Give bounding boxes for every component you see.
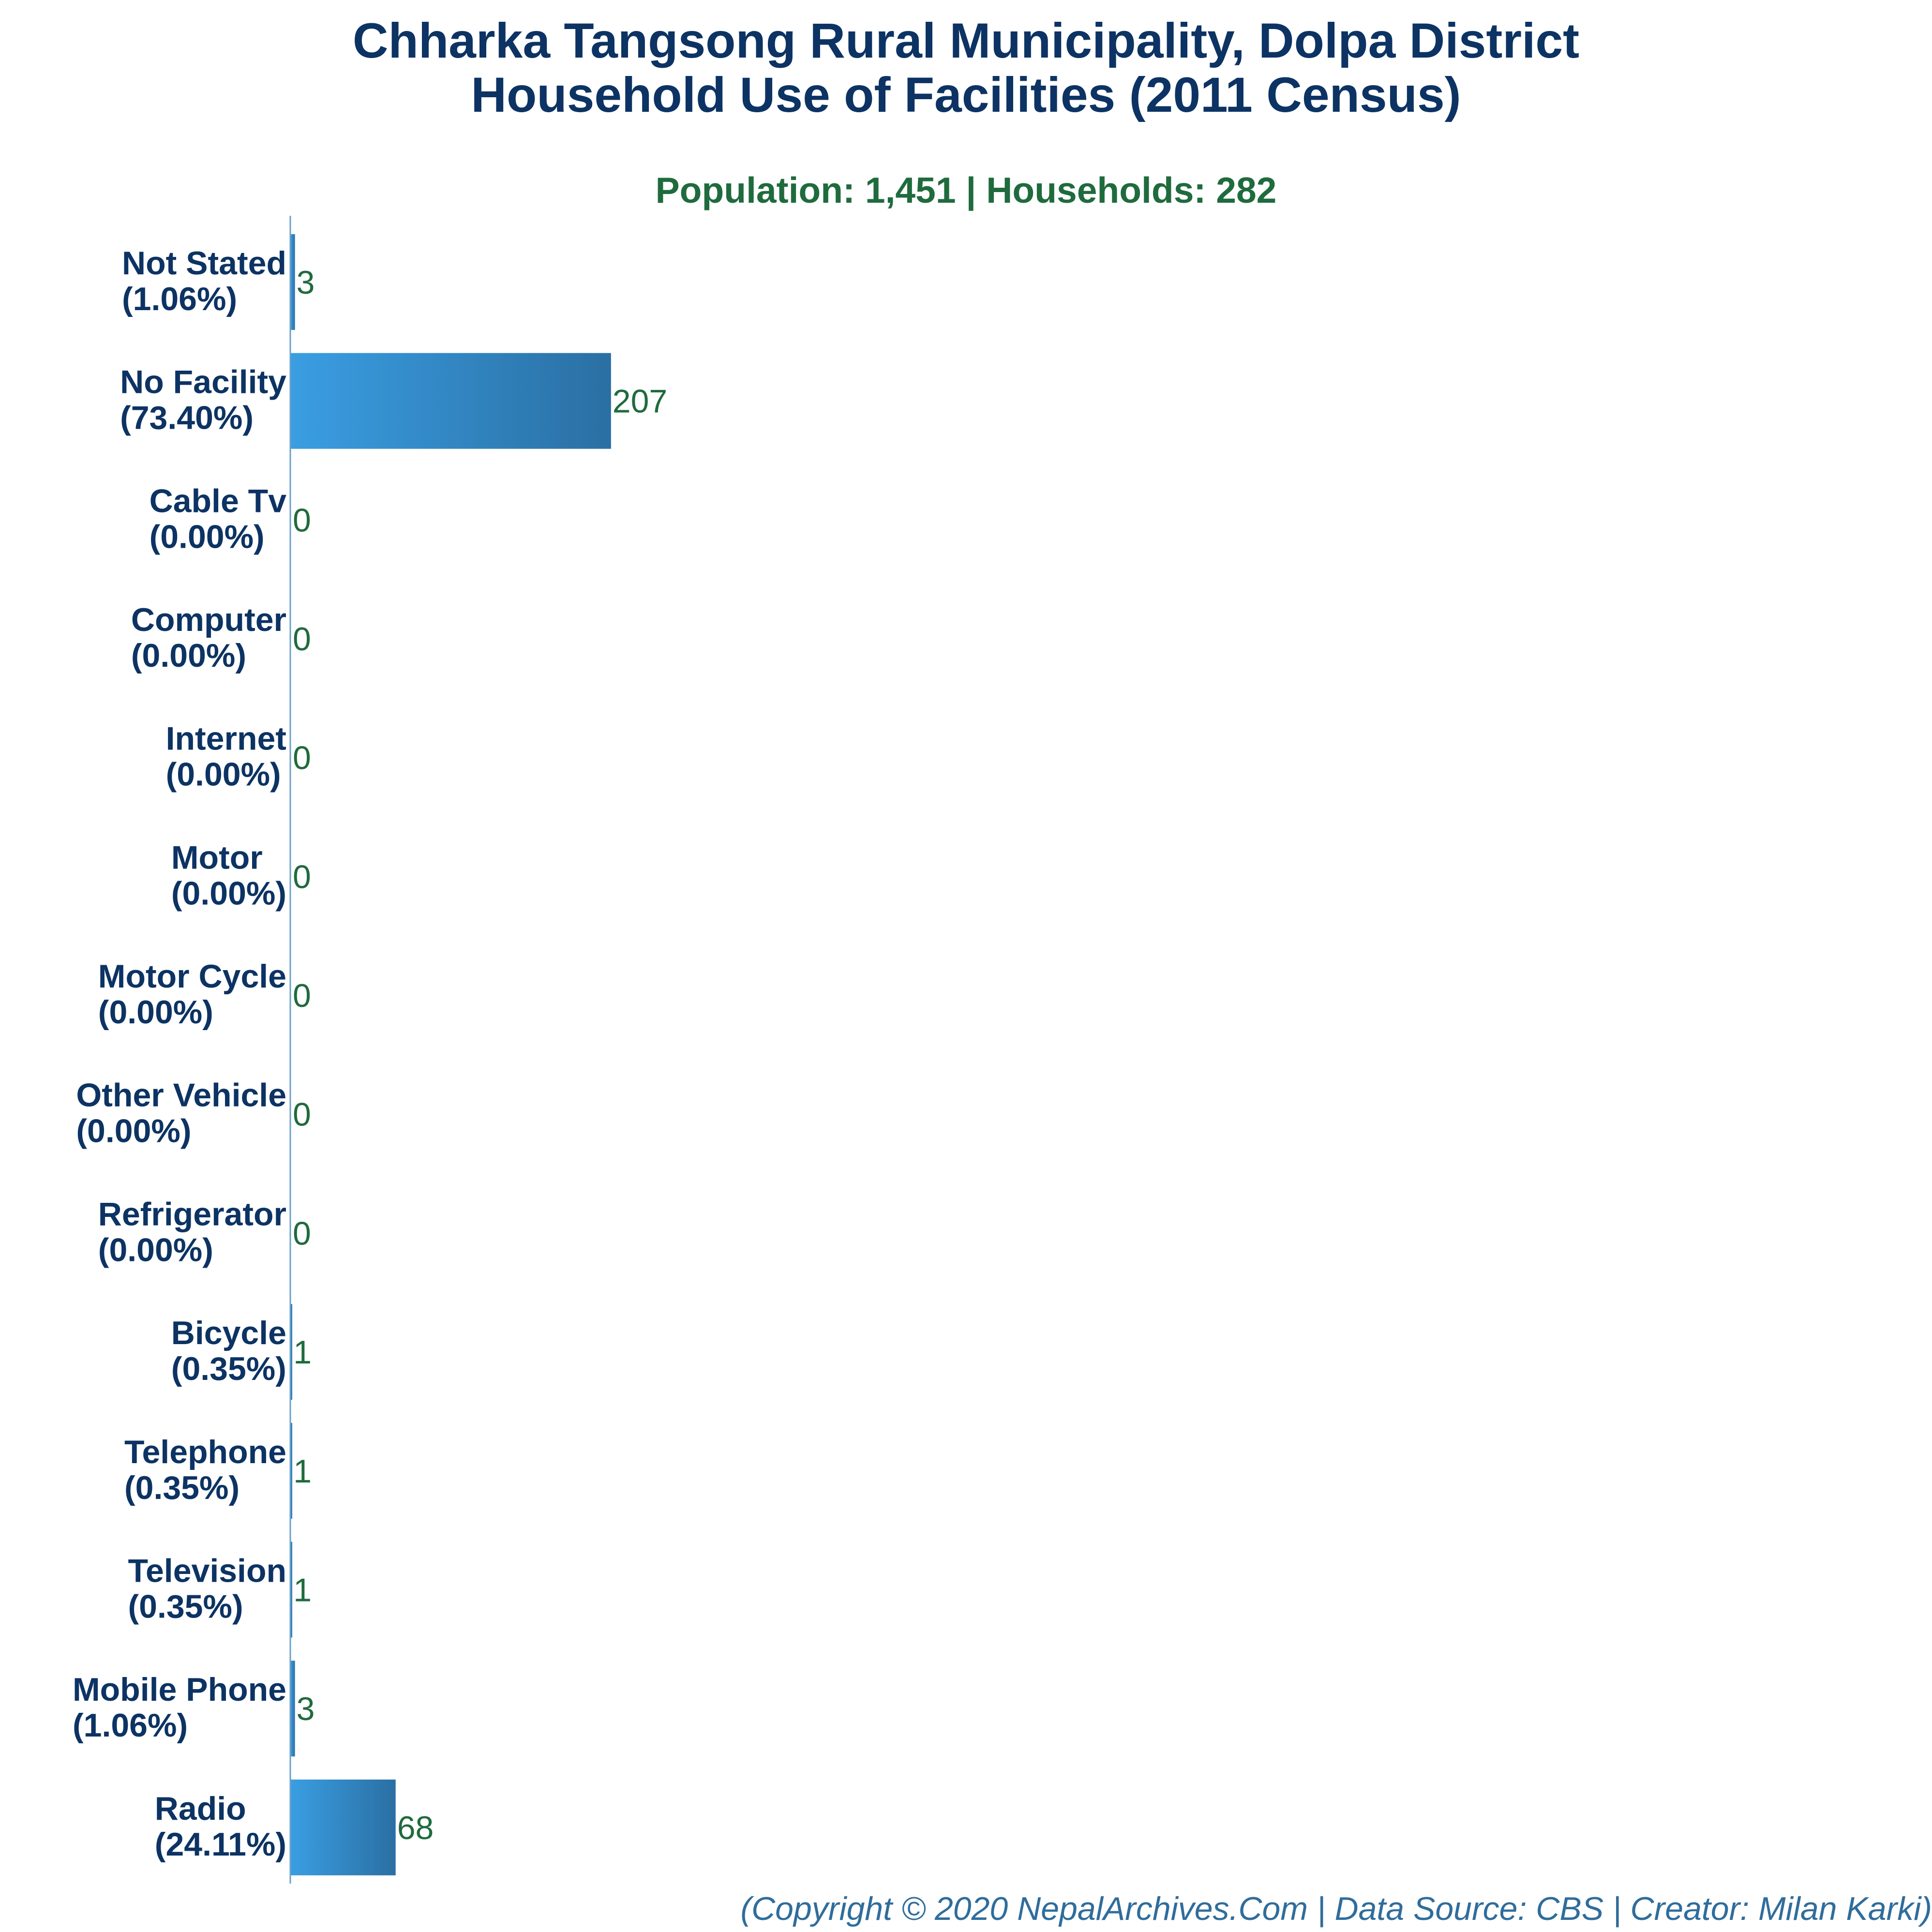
value-label-radio: 68	[397, 1810, 434, 1846]
percent-label-telephone: (0.35%)	[124, 1469, 240, 1506]
value-label-computer: 0	[293, 621, 311, 658]
category-label-other-vehicle: Other Vehicle	[76, 1077, 286, 1114]
chart-title: Chharka Tangsong Rural Municipality, Dol…	[0, 14, 1932, 122]
percent-label-no-facility: (73.40%)	[120, 400, 254, 436]
percent-label-motor: (0.00%)	[171, 875, 286, 912]
category-label-television: Television	[128, 1553, 287, 1589]
bar-telephone	[290, 1423, 292, 1519]
bar-bicycle	[290, 1304, 292, 1400]
category-label-motor-cycle: Motor Cycle	[98, 958, 286, 995]
chart-subtitle: Population: 1,451 | Households: 282	[655, 170, 1277, 210]
category-label-mobile-phone: Mobile Phone	[73, 1671, 286, 1708]
percent-label-cable-tv: (0.00%)	[150, 518, 265, 555]
percent-label-refrigerator: (0.00%)	[98, 1231, 213, 1268]
category-label-computer: Computer	[131, 601, 286, 638]
category-label-radio: Radio	[155, 1790, 246, 1827]
bars-layer	[290, 234, 611, 1875]
chart-title-line-1: Chharka Tangsong Rural Municipality, Dol…	[352, 13, 1580, 68]
value-label-motor-cycle: 0	[293, 977, 311, 1014]
bar-mobile-phone	[290, 1661, 295, 1757]
value-label-refrigerator: 0	[293, 1215, 311, 1252]
percent-label-other-vehicle: (0.00%)	[76, 1113, 191, 1150]
value-label-internet: 0	[293, 740, 311, 777]
category-label-telephone: Telephone	[124, 1434, 286, 1470]
category-label-no-facility: No Facility	[120, 364, 286, 401]
value-label-no-facility: 207	[613, 383, 667, 420]
category-label-cable-tv: Cable Tv	[150, 482, 287, 519]
percent-label-motor-cycle: (0.00%)	[98, 994, 213, 1031]
value-label-motor: 0	[293, 858, 311, 895]
footer-credit: (Copyright © 2020 NepalArchives.Com | Da…	[740, 1890, 1932, 1927]
value-label-telephone: 1	[293, 1453, 312, 1490]
value-label-television: 1	[293, 1572, 312, 1609]
value-label-other-vehicle: 0	[293, 1096, 311, 1133]
value-label-cable-tv: 0	[293, 502, 311, 539]
category-label-bicycle: Bicycle	[171, 1315, 286, 1351]
category-label-not-stated: Not Stated	[122, 245, 286, 282]
percent-label-television: (0.35%)	[128, 1588, 243, 1625]
category-label-refrigerator: Refrigerator	[98, 1196, 286, 1232]
bar-television	[290, 1542, 292, 1638]
percent-label-internet: (0.00%)	[166, 756, 281, 793]
percent-label-radio: (24.11%)	[155, 1826, 286, 1863]
percent-label-computer: (0.00%)	[131, 637, 246, 674]
percent-label-mobile-phone: (1.06%)	[73, 1707, 188, 1744]
category-label-internet: Internet	[166, 720, 286, 757]
bar-not-stated	[290, 234, 295, 330]
percent-label-not-stated: (1.06%)	[122, 281, 237, 317]
category-label-motor: Motor	[171, 839, 263, 876]
bar-no-facility	[290, 353, 611, 449]
value-label-not-stated: 3	[297, 264, 315, 301]
percent-label-bicycle: (0.35%)	[171, 1350, 286, 1387]
value-label-bicycle: 1	[293, 1334, 312, 1371]
chart-title-line-2: Household Use of Facilities (2011 Census…	[471, 67, 1461, 122]
value-label-mobile-phone: 3	[297, 1691, 315, 1727]
bar-radio	[290, 1779, 396, 1875]
